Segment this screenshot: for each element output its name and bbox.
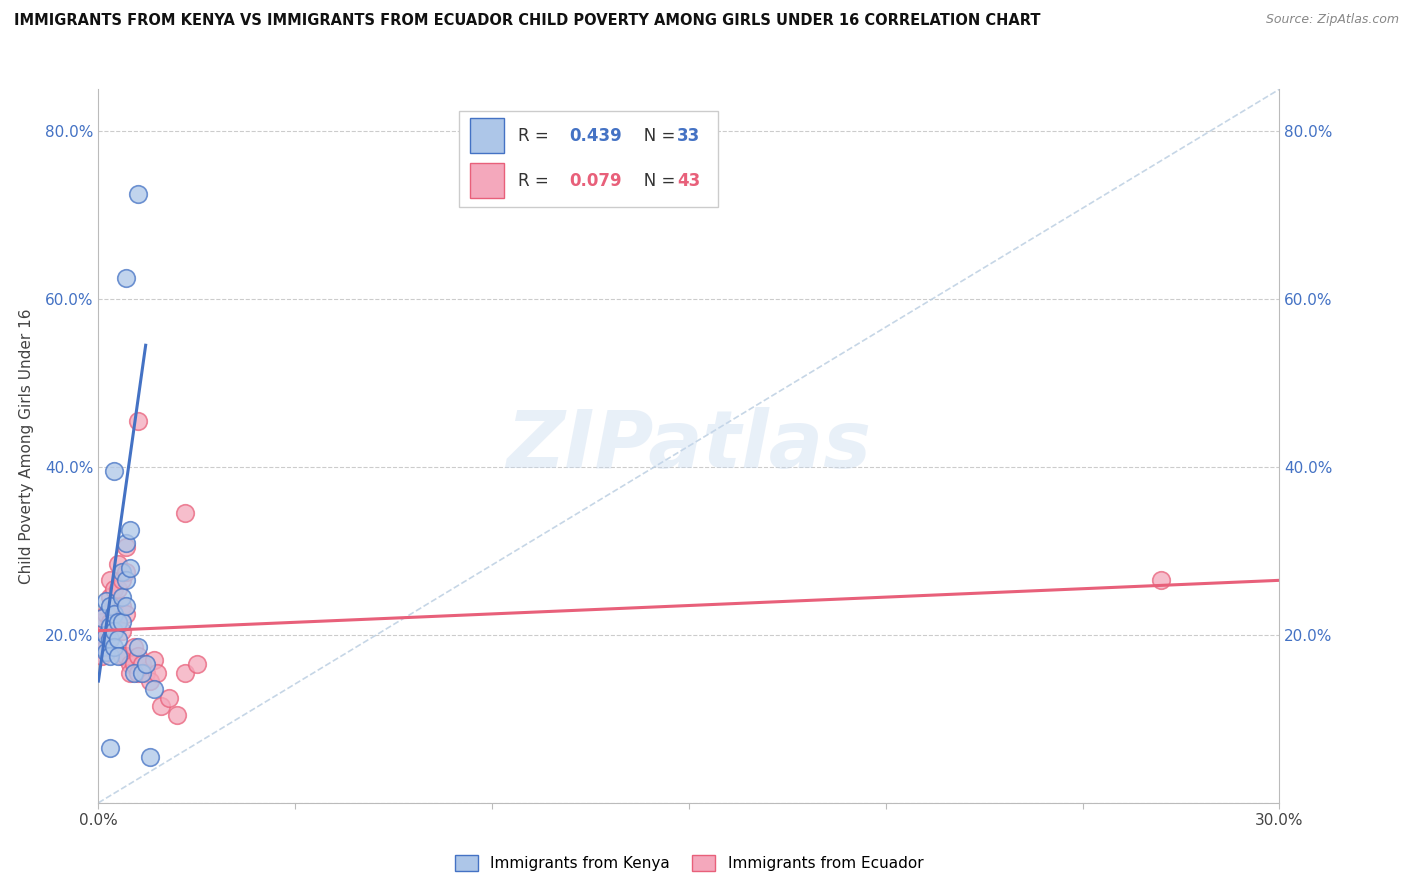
Text: 43: 43 (678, 171, 700, 189)
Point (131, 657, 153, 672)
Point (111, 624, 134, 638)
Point (103, 624, 125, 638)
Point (115, 599, 138, 613)
Point (107, 648, 129, 663)
Y-axis label: Child Poverty Among Girls Under 16: Child Poverty Among Girls Under 16 (18, 309, 34, 583)
FancyBboxPatch shape (458, 111, 718, 207)
Point (135, 665, 157, 680)
Point (96, 594, 118, 608)
Point (103, 582, 125, 596)
Point (103, 607, 125, 621)
Point (107, 557, 129, 571)
Text: R =: R = (517, 127, 554, 145)
Text: N =: N = (627, 171, 681, 189)
Point (122, 665, 145, 680)
Point (115, 607, 138, 621)
Legend: Immigrants from Kenya, Immigrants from Ecuador: Immigrants from Kenya, Immigrants from E… (449, 849, 929, 877)
Point (107, 615, 129, 630)
Text: IMMIGRANTS FROM KENYA VS IMMIGRANTS FROM ECUADOR CHILD POVERTY AMONG GIRLS UNDER: IMMIGRANTS FROM KENYA VS IMMIGRANTS FROM… (14, 13, 1040, 29)
Point (122, 640, 145, 655)
Point (91, 615, 114, 630)
Text: N =: N = (627, 127, 681, 145)
Point (115, 535, 138, 549)
Point (111, 565, 134, 579)
Point (103, 640, 125, 655)
Point (98, 632, 121, 646)
Point (115, 648, 138, 663)
Point (115, 574, 138, 588)
Point (127, 414, 149, 428)
Text: 0.079: 0.079 (569, 171, 623, 189)
Point (118, 523, 141, 537)
Point (98, 619, 121, 633)
Point (127, 187, 149, 202)
Text: 0.439: 0.439 (569, 127, 623, 145)
Bar (471, 119, 503, 153)
Point (174, 506, 197, 520)
Point (98, 574, 121, 588)
Point (103, 464, 125, 478)
Point (142, 682, 165, 697)
Point (138, 749, 160, 764)
Point (96, 640, 118, 655)
Point (118, 560, 141, 574)
Point (166, 707, 188, 722)
Text: R =: R = (517, 171, 554, 189)
Point (127, 640, 149, 655)
Point (98, 615, 121, 630)
Point (111, 590, 134, 604)
Text: ZIPatlas: ZIPatlas (506, 407, 872, 485)
Point (115, 565, 138, 579)
Point (118, 665, 141, 680)
Point (118, 657, 141, 672)
Point (96, 628, 118, 642)
Point (98, 599, 121, 613)
Point (103, 599, 125, 613)
Bar (471, 163, 503, 198)
Point (135, 657, 157, 672)
Point (91, 611, 114, 625)
Text: Source: ZipAtlas.com: Source: ZipAtlas.com (1265, 13, 1399, 27)
Point (111, 574, 134, 588)
Point (98, 590, 121, 604)
Point (186, 657, 208, 672)
Point (138, 674, 160, 689)
Point (91, 632, 114, 646)
Point (96, 607, 118, 621)
Point (146, 665, 169, 680)
Point (111, 648, 134, 663)
Point (115, 271, 138, 285)
Point (115, 540, 138, 554)
Point (107, 615, 129, 630)
Point (142, 653, 165, 667)
Point (91, 648, 114, 663)
Text: 33: 33 (678, 127, 700, 145)
Point (127, 648, 149, 663)
Point (150, 699, 173, 714)
Point (98, 741, 121, 756)
Point (1150, 574, 1173, 588)
Point (157, 690, 180, 705)
Point (107, 632, 129, 646)
Point (96, 624, 118, 638)
Point (96, 645, 118, 659)
Point (122, 657, 145, 672)
Point (103, 624, 125, 638)
Point (107, 582, 129, 596)
Point (174, 665, 197, 680)
Point (111, 599, 134, 613)
Point (98, 632, 121, 646)
Point (131, 665, 153, 680)
Point (111, 615, 134, 630)
Point (91, 640, 114, 655)
Point (98, 648, 121, 663)
Point (127, 665, 149, 680)
